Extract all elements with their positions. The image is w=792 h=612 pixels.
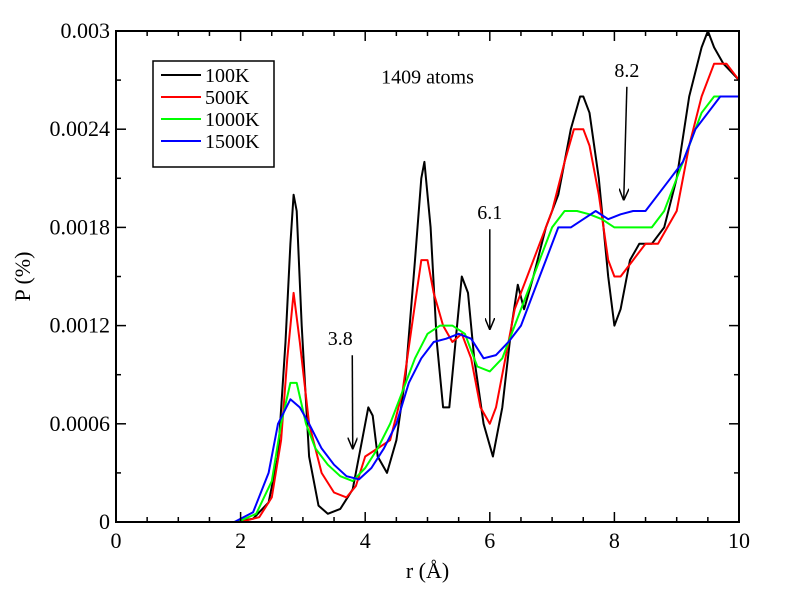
x-tick-label: 10 [728, 528, 750, 553]
y-tick-label: 0.003 [61, 18, 111, 43]
annotation-label: 3.8 [328, 328, 353, 350]
annotations-layer: 1409 atoms 3.8 6.1 8.2 [328, 60, 639, 449]
legend-entry-100k: 100K [205, 65, 250, 87]
annotation-arrow [624, 86, 627, 200]
series-line-1000k [237, 95, 739, 522]
x-tick-label: 8 [609, 528, 620, 553]
x-tick-label: 0 [111, 528, 122, 553]
annotation-label: 6.1 [477, 202, 502, 224]
legend-entry-1000k: 1000K [205, 109, 260, 131]
x-tick-label: 2 [235, 528, 246, 553]
x-tick-label: 6 [484, 528, 495, 553]
y-tick-label: 0.0024 [50, 116, 111, 141]
annotation-label: 1409 atoms [381, 66, 474, 88]
legend-box [152, 60, 275, 168]
series-line-1500k [233, 95, 739, 522]
annotation-label: 8.2 [614, 60, 639, 82]
series-layer [233, 31, 739, 522]
y-tick-label: 0.0012 [50, 313, 111, 338]
y-tick-label: 0 [99, 509, 110, 534]
y-tick-label: 0.0006 [50, 411, 111, 436]
y-axis-label: P (%) [10, 252, 35, 302]
x-tick-label: 4 [360, 528, 371, 553]
legend-entry-1500k: 1500K [205, 131, 260, 153]
ticks-layer: 0 2 4 6 8 10 0 0.0006 0.0012 0.0018 0.0024 0.003 [50, 18, 751, 553]
x-axis-label: r (Å) [406, 558, 449, 583]
series-line-100k [234, 31, 739, 522]
legend-entry-500k: 500K [205, 87, 250, 109]
series-line-500k [240, 62, 739, 522]
y-tick-label: 0.0018 [50, 214, 111, 239]
